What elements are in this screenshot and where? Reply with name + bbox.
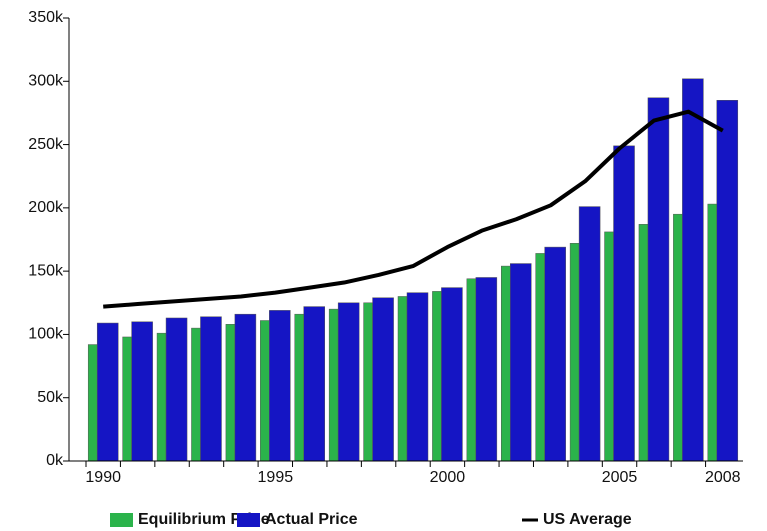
bar (156, 332, 167, 462)
bar (501, 265, 511, 462)
bar (707, 203, 718, 462)
bar (535, 253, 545, 462)
y-tick-label: 350k (28, 9, 64, 26)
bar (363, 302, 373, 462)
legend-label: US Average (543, 511, 632, 528)
bar (406, 292, 429, 462)
bar (87, 344, 98, 462)
x-tick-label: 1995 (258, 469, 294, 486)
line (103, 109, 724, 309)
bar (397, 296, 408, 462)
bar (569, 243, 580, 462)
y-tick-label: 0k (46, 452, 64, 469)
bar (682, 78, 704, 462)
x-tick-label: 2008 (705, 469, 741, 486)
bar (131, 321, 153, 462)
y-tick-label: 150k (28, 262, 64, 279)
legend-label: Equilibrium Price (138, 511, 270, 528)
bar (716, 100, 739, 462)
legend-label: Actual Price (265, 511, 358, 528)
bar (432, 291, 442, 462)
bar (191, 327, 201, 462)
bar (200, 316, 222, 462)
bar (510, 263, 532, 462)
bar (647, 97, 670, 462)
bar (673, 213, 683, 462)
bar (122, 336, 132, 462)
bar (96, 322, 119, 462)
bar (269, 310, 291, 462)
x-tick-label: 2005 (602, 469, 638, 486)
x-tick-label: 2000 (430, 469, 466, 486)
bar (260, 320, 270, 462)
bar (544, 246, 566, 462)
y-tick-label: 200k (28, 199, 64, 216)
bar (165, 317, 188, 462)
x-tick-label: 1990 (85, 469, 121, 486)
bar (578, 206, 601, 462)
bar (328, 308, 339, 462)
legend-swatch (237, 513, 260, 527)
y-tick-label: 100k (28, 326, 64, 343)
y-tick-label: 300k (28, 73, 64, 90)
bar (225, 324, 236, 462)
bar (638, 224, 649, 462)
bar (604, 231, 614, 462)
bar (613, 145, 635, 462)
y-tick-label: 50k (37, 389, 64, 406)
bar (372, 297, 394, 462)
bar (441, 287, 463, 462)
bar (303, 306, 325, 462)
bar (466, 278, 477, 462)
bar (294, 313, 304, 462)
y-tick-label: 250k (28, 136, 64, 153)
bar (234, 313, 257, 462)
bar (337, 302, 360, 462)
legend-swatch (110, 513, 133, 527)
bar (475, 277, 498, 462)
